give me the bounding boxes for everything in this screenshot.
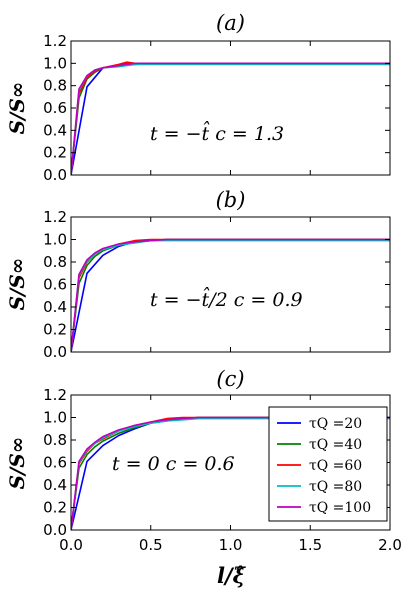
y-tick-label: 0.4 [43,298,67,316]
panel-annotation: t = −t̂ c = 1.3 [150,120,284,145]
series-line-2 [71,62,390,175]
y-tick-label: 0.2 [43,144,67,162]
panel-a: 0.0 0.2 0.4 0.6 0.8 1.0 1.2 (a) t = −t̂ c = 1.3 S… [5,11,391,184]
y-tick-label: 0.6 [43,276,67,294]
x-axis-label: l/ξ̂ [217,563,247,588]
y-tick-label: 1.0 [43,409,67,427]
x-tick-label: 1.5 [298,536,322,554]
series-group [71,416,390,530]
y-tick-label: 0.4 [43,476,67,494]
panel-annotation: t = −t̂/2 c = 0.9 [150,286,303,311]
panels: 0.0 0.2 0.4 0.6 0.8 1.0 1.2 (a) t = −t̂ c = 1.3 S… [5,11,402,554]
y-tick-label: 0.0 [43,166,67,184]
y-tick-label: 0.8 [43,253,67,271]
x-tick-label: 0.5 [139,536,163,554]
panel-title: (a) [216,11,245,35]
series-line-1 [71,62,390,175]
plot-frame [70,40,391,176]
legend-label: τQ =80 [309,479,362,495]
y-tick-label: 1.2 [43,208,67,226]
series-line-4 [71,417,390,530]
y-axis-label: S/S∞ [5,258,29,311]
y-tick-label: 1.0 [43,231,67,249]
legend-box [268,406,388,522]
y-tick-label: 0.8 [43,77,67,95]
y-tick-label: 0.2 [43,499,67,517]
plot-frame [70,216,391,353]
y-tick-label: 0.6 [43,454,67,472]
y-tick-label: 1.0 [43,54,67,72]
y-tick-label: 1.2 [43,32,67,50]
panel-c: 0.0 0.2 0.4 0.6 0.8 1.0 1.2 0.0 0.5 1.0 1.5 2.0 (c) t… [5,367,402,554]
series-group [71,61,390,175]
series-line-3 [71,61,390,175]
y-tick-label: 0.2 [43,321,67,339]
legend-label: τQ =40 [309,437,362,453]
x-tick-label: 1.0 [219,536,243,554]
panel-title: (b) [216,188,246,212]
legend-label: τQ =100 [309,500,371,516]
x-tick-label: 0.0 [59,536,83,554]
x-tick-label: 2.0 [378,536,402,554]
series-line-5 [71,62,390,175]
panel-annotation: t = 0 c = 0.6 [112,453,235,475]
series-line-5 [71,416,390,530]
legend: τQ =20 τQ =40 τQ =60 τQ =80 τQ =100 [268,406,388,522]
legend-label: τQ =60 [309,458,362,474]
series-line-4 [71,63,390,175]
series-group [71,238,390,352]
y-tick-label: 0.0 [43,343,67,361]
y-tick-label: 0.4 [43,121,67,139]
panel-title: (c) [216,367,244,391]
y-axis-label: S/S∞ [5,437,29,490]
panel-b: 0.0 0.2 0.4 0.6 0.8 1.0 1.2 (b) t = −t̂/2 c = 0.… [5,188,391,361]
y-axis-label: S/S∞ [5,82,29,135]
y-tick-label: 1.2 [43,386,67,404]
y-tick-label: 0.0 [43,521,67,539]
y-tick-label: 0.6 [43,99,67,117]
legend-label: τQ =20 [309,416,362,432]
series-line-5 [71,238,390,352]
y-tick-label: 0.8 [43,431,67,449]
